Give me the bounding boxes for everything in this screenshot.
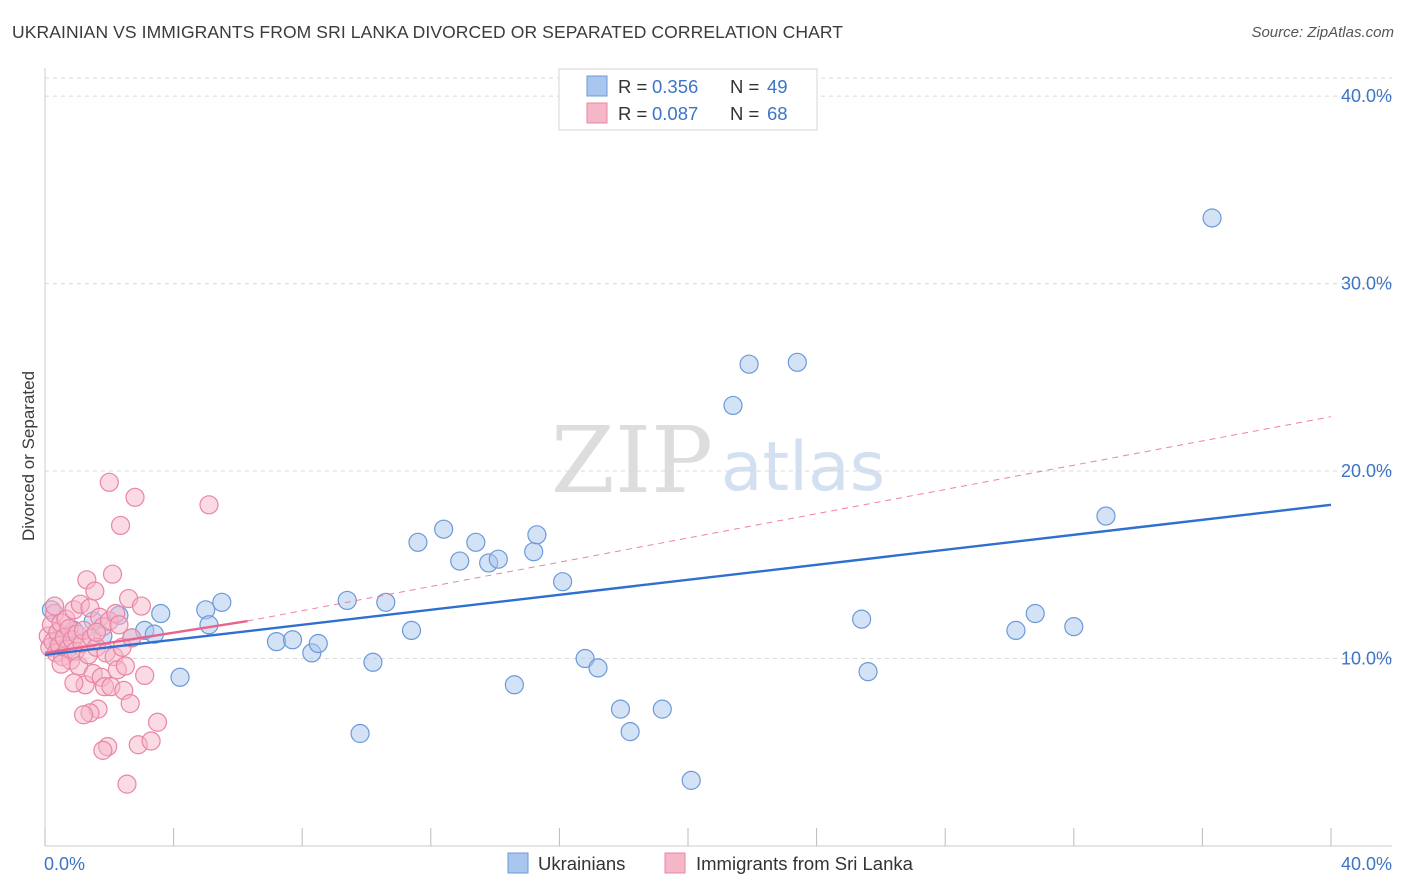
x-axis-ticks xyxy=(44,828,1332,846)
legend-swatch-blue xyxy=(586,75,608,97)
legend-r-value: 0.087 xyxy=(652,103,698,124)
ukrainians-point xyxy=(376,592,396,612)
ukrainians-point xyxy=(504,675,524,695)
ukrainians-point xyxy=(652,699,672,719)
ukrainians-point xyxy=(739,354,759,374)
y-tick-label: 30.0% xyxy=(1341,274,1392,294)
y-tick-labels: 10.0% 20.0% 30.0% 40.0% xyxy=(1341,86,1392,668)
x-tick-label-min: 0.0% xyxy=(44,854,85,874)
sri-lanka-point xyxy=(141,731,161,751)
ukrainians-point xyxy=(681,770,701,790)
sri-lanka-point xyxy=(135,665,155,686)
ukrainians-point xyxy=(282,630,303,650)
legend-n-value: 49 xyxy=(767,76,788,97)
sri-lanka-point xyxy=(115,656,135,676)
legend-r-label: R = xyxy=(618,76,647,97)
ukrainians-point xyxy=(858,662,878,682)
sri-lanka-point xyxy=(117,774,137,794)
sri-lanka-point xyxy=(110,515,131,536)
ukrainians-point xyxy=(575,648,595,669)
legend-n-value: 68 xyxy=(767,103,788,124)
ukrainians-point xyxy=(363,652,383,672)
ukrainians-point xyxy=(524,542,544,562)
ukrainians-point xyxy=(1025,603,1045,624)
stats-legend: R = 0.356 N = 49 R = 0.087 N = 68 xyxy=(558,68,818,131)
legend-swatch-pink xyxy=(586,102,608,124)
sri-lanka-point xyxy=(120,693,140,714)
sri-lanka-point xyxy=(109,615,129,635)
ukrainians-point xyxy=(852,609,872,629)
ukrainians-point xyxy=(588,658,608,678)
ukrainians-point xyxy=(151,603,171,624)
ukrainians-point xyxy=(723,395,743,416)
sri-lanka-point xyxy=(73,705,94,725)
ukrainians-point xyxy=(408,532,428,552)
legend-r-label: R = xyxy=(618,103,647,124)
svg-text:atlas: atlas xyxy=(721,428,885,507)
ukrainians-point xyxy=(212,592,232,612)
sri-lanka-point xyxy=(99,472,119,492)
ukrainians-point xyxy=(266,632,287,652)
ukrainians-point xyxy=(1202,208,1222,228)
y-tick-label: 40.0% xyxy=(1341,86,1392,106)
legend-swatch-ukrainians xyxy=(507,852,529,874)
series-legend: Ukrainians Immigrants from Sri Lanka xyxy=(507,852,914,874)
legend-n-label: N = xyxy=(730,103,759,124)
ukrainians-trend-line xyxy=(44,503,1332,656)
sri-lanka-point xyxy=(125,487,145,507)
legend-n-label: N = xyxy=(730,76,759,97)
trend-lines xyxy=(44,416,1332,656)
legend-label-sri-lanka: Immigrants from Sri Lanka xyxy=(696,853,914,874)
ukrainians-point xyxy=(553,572,573,592)
gridlines xyxy=(45,77,1392,660)
ukrainians-point xyxy=(488,549,508,569)
watermark: ZIP atlas xyxy=(551,407,885,514)
y-axis-title: Divorced or Separated xyxy=(19,371,38,541)
ukrainians-point xyxy=(170,667,190,687)
sri-lanka-point xyxy=(86,622,107,642)
sri-lanka-point xyxy=(102,564,123,584)
svg-text:ZIP: ZIP xyxy=(551,407,713,514)
ukrainians-point xyxy=(527,525,547,545)
sri-lanka-point xyxy=(93,740,113,760)
sri-lanka-point xyxy=(147,712,168,732)
chart-source: Source: ZipAtlas.com xyxy=(1251,24,1394,41)
y-tick-label: 20.0% xyxy=(1341,461,1392,481)
ukrainians-point xyxy=(466,532,486,552)
sri-lanka-point xyxy=(64,673,84,693)
sri-lanka-trend-line xyxy=(44,619,248,655)
ukrainians-point xyxy=(1006,620,1026,641)
ukrainians-point xyxy=(434,519,454,539)
ukrainians-point xyxy=(308,633,328,654)
sri-lanka-point xyxy=(199,495,219,515)
ukrainians-point xyxy=(1096,506,1116,526)
legend-r-value: 0.356 xyxy=(652,76,698,97)
ukrainians-point xyxy=(610,699,631,719)
legend-label-ukrainians: Ukrainians xyxy=(538,853,625,874)
ukrainians-point xyxy=(350,723,370,744)
data-points xyxy=(38,208,1222,794)
legend-swatch-sri-lanka xyxy=(664,852,686,874)
ukrainians-point xyxy=(337,590,357,611)
sri-lanka-point xyxy=(51,654,71,674)
ukrainians-point xyxy=(199,615,219,635)
ukrainians-point xyxy=(401,620,422,641)
trend-extension xyxy=(247,416,1332,622)
ukrainians-point xyxy=(787,352,807,372)
ukrainians-point xyxy=(620,722,640,742)
sri-lanka-point xyxy=(85,581,105,601)
sri-lanka-point xyxy=(131,596,152,616)
x-tick-label-max: 40.0% xyxy=(1341,854,1392,874)
ukrainians-point xyxy=(1064,617,1084,637)
y-tick-label: 10.0% xyxy=(1341,649,1392,669)
sri-lanka-point xyxy=(45,596,65,616)
chart-title: UKRAINIAN VS IMMIGRANTS FROM SRI LANKA D… xyxy=(12,22,844,42)
ukrainians-point xyxy=(450,551,470,571)
